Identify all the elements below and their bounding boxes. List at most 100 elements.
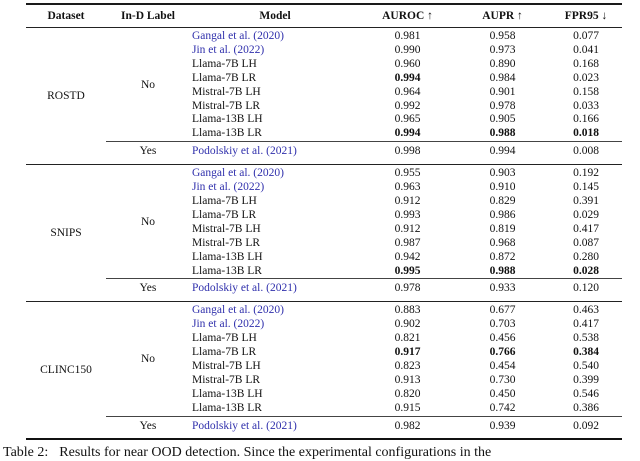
fpr95-value: 0.192: [573, 167, 599, 180]
table-row: Mistral-7B LR 0.987 0.968 0.087: [26, 237, 622, 251]
model-cell: Llama-7B LH: [192, 57, 257, 70]
col-header-ind-label: In-D Label: [106, 4, 190, 28]
auroc-value: 0.823: [394, 359, 421, 372]
caption-text: Results for near OOD detection. Since th…: [59, 445, 492, 460]
model-cell: Mistral-7B LR: [192, 236, 261, 249]
fpr95-value: 0.546: [573, 387, 599, 400]
citation-link[interactable]: Podolskiy et al. (2021): [190, 278, 360, 302]
aupr-value: 0.872: [489, 250, 516, 263]
col-header-fpr95: FPR95 ↓: [550, 4, 622, 28]
aupr-value: 0.450: [489, 387, 516, 400]
fpr95-value: 0.391: [573, 194, 599, 207]
aupr-value: 0.829: [489, 194, 516, 207]
auroc-value: 0.913: [394, 373, 421, 386]
auroc-value: 0.992: [394, 99, 421, 112]
model-cell: Llama-13B LR: [192, 127, 262, 140]
fpr95-value: 0.417: [573, 222, 599, 235]
citation-link[interactable]: Gangal et al. (2020): [192, 167, 284, 180]
table-row: Llama-13B LH 0.820 0.450 0.546: [26, 388, 622, 402]
fpr95-value: 0.092: [550, 415, 622, 440]
aupr-value: 0.986: [489, 208, 516, 221]
citation-link[interactable]: Podolskiy et al. (2021): [190, 415, 360, 440]
aupr-value: 0.958: [489, 30, 516, 42]
table-row: Llama-7B LH 0.821 0.456 0.538: [26, 332, 622, 346]
citation-link[interactable]: Jin et al. (2022): [192, 43, 265, 56]
model-cell: Llama-13B LR: [192, 264, 262, 277]
table-row: Llama-13B LH 0.942 0.872 0.280: [26, 251, 622, 265]
fpr95-value: 0.158: [573, 85, 599, 98]
aupr-value: 0.742: [489, 401, 516, 414]
fpr95-value: 0.008: [550, 141, 622, 165]
aupr-value: 0.454: [489, 359, 516, 372]
citation-link[interactable]: Jin et al. (2022): [192, 181, 265, 194]
citation-link[interactable]: Gangal et al. (2020): [192, 30, 284, 42]
fpr95-value: 0.280: [573, 250, 599, 263]
fpr95-value: 0.166: [573, 113, 599, 126]
fpr95-value: 0.028: [573, 264, 599, 277]
group-clinc150: CLINC150 No Gangal et al. (2020) 0.883 0.677…: [26, 302, 622, 440]
col-header-dataset: Dataset: [26, 4, 106, 28]
table-row: SNIPS No Gangal et al. (2020) 0.955 0.903 0.1…: [26, 165, 622, 239]
table-row-yes: Yes Podolskiy et al. (2021) 0.998 0.994 0.00…: [26, 141, 622, 165]
citation-link[interactable]: Podolskiy et al. (2021): [190, 141, 360, 165]
model-cell: Llama-13B LH: [192, 113, 263, 126]
model-cell: Llama-7B LH: [192, 194, 257, 207]
aupr-value: 0.903: [489, 167, 516, 180]
auroc-value: 0.912: [394, 194, 421, 207]
fpr95-value: 0.463: [573, 304, 599, 317]
in-d-label-cell: Yes: [106, 415, 190, 440]
citation-link[interactable]: Jin et al. (2022): [192, 318, 265, 331]
aupr-value: 0.890: [489, 57, 516, 70]
auroc-value: 0.821: [394, 332, 421, 345]
model-cell: Mistral-7B LH: [192, 359, 261, 372]
in-d-label-cell: No: [140, 78, 156, 91]
fpr95-value: 0.538: [573, 332, 599, 345]
table-row: Mistral-7B LH 0.912 0.819 0.417: [26, 223, 622, 237]
aupr-value: 0.819: [489, 222, 516, 235]
table-row: Llama-13B LR 0.994 0.988 0.018: [26, 127, 622, 141]
fpr95-value: 0.029: [573, 208, 599, 221]
model-cell: Llama-7B LH: [192, 332, 257, 345]
table-row: Llama-7B LR 0.917 0.766 0.384: [26, 346, 622, 360]
table-row: Llama-13B LR 0.995 0.988 0.028: [26, 265, 622, 279]
citation-link[interactable]: Gangal et al. (2020): [192, 304, 284, 317]
fpr95-value: 0.145: [573, 181, 599, 194]
auroc-value: 0.981: [394, 30, 421, 42]
table-row: Mistral-7B LH 0.823 0.454 0.540: [26, 360, 622, 374]
auroc-value: 0.998: [360, 141, 455, 165]
aupr-value: 0.973: [489, 43, 516, 56]
table-row: Jin et al. (2022) 0.963 0.910 0.145: [26, 181, 622, 195]
fpr95-value: 0.168: [573, 57, 599, 70]
aupr-value: 0.994: [455, 141, 550, 165]
aupr-value: 0.939: [455, 415, 550, 440]
model-cell: Mistral-7B LH: [192, 222, 261, 235]
auroc-value: 0.987: [394, 236, 421, 249]
auroc-value: 0.978: [360, 278, 455, 302]
model-cell: Llama-7B LR: [192, 71, 257, 84]
table-row-yes: Yes Podolskiy et al. (2021) 0.978 0.933 0.12…: [26, 278, 622, 302]
model-cell: Llama-7B LR: [192, 208, 257, 221]
auroc-value: 0.820: [394, 387, 421, 400]
auroc-value: 0.965: [394, 113, 421, 126]
aupr-value: 0.901: [489, 85, 516, 98]
auroc-value: 0.964: [394, 85, 421, 98]
aupr-value: 0.988: [489, 264, 516, 277]
auroc-value: 0.994: [394, 71, 421, 84]
table-row-yes: Yes Podolskiy et al. (2021) 0.982 0.939 0.09…: [26, 415, 622, 440]
aupr-value: 0.766: [489, 346, 516, 359]
caption-label: Table 2:: [3, 445, 49, 460]
dataset-cell: ROSTD: [47, 90, 85, 103]
header-row: Dataset In-D Label Model AUROC ↑ AUPR ↑ …: [26, 4, 622, 28]
table-row: Mistral-7B LR 0.913 0.730 0.399: [26, 374, 622, 388]
auroc-value: 0.902: [394, 318, 421, 331]
fpr95-value: 0.077: [573, 30, 599, 42]
aupr-value: 0.968: [489, 236, 516, 249]
fpr95-value: 0.120: [550, 278, 622, 302]
table-row: Jin et al. (2022) 0.902 0.703 0.417: [26, 318, 622, 332]
table-row: Llama-7B LH 0.960 0.890 0.168: [26, 58, 622, 72]
model-cell: Llama-13B LR: [192, 401, 262, 414]
aupr-value: 0.978: [489, 99, 516, 112]
fpr95-value: 0.041: [573, 43, 599, 56]
table-row: Llama-13B LH 0.965 0.905 0.166: [26, 113, 622, 127]
